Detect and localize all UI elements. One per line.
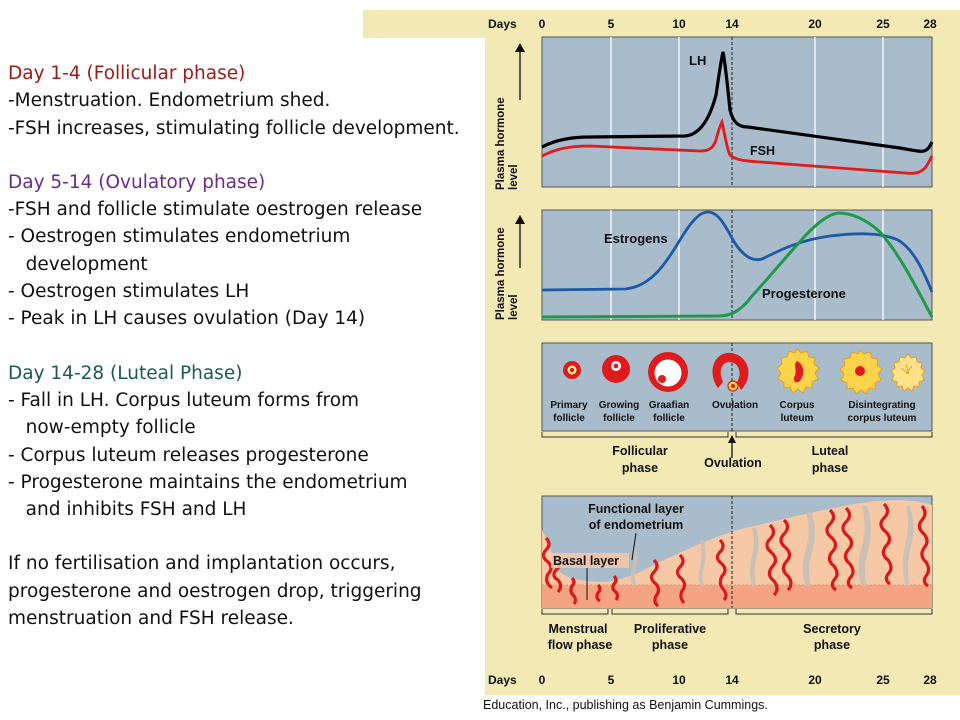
luteal-heading: Day 14-28 (Luteal Phase) — [8, 362, 243, 384]
day-tick: 20 — [808, 17, 822, 31]
luteal-line: and inhibits FSH and LH — [8, 499, 247, 521]
days-ticks-top: 0 5 10 14 20 25 28 — [539, 17, 937, 31]
day-tick: 10 — [672, 673, 686, 687]
day-tick: 10 — [672, 17, 686, 31]
proliferative-phase-label: Proliferative phase — [634, 622, 706, 652]
stage-label: Primary follicle — [550, 400, 588, 424]
stage-label: Ovulation — [712, 400, 758, 411]
day-tick: 28 — [923, 17, 937, 31]
follicular-phase-label: Follicular phase — [612, 444, 668, 475]
functional-layer-label: Functional layer of endometrium — [588, 502, 684, 532]
days-ticks-bottom: 0 5 10 14 20 25 28 — [539, 673, 937, 687]
luteal-line: - Progesterone maintains the endometrium — [8, 471, 408, 493]
days-axis-label-bottom: Days — [488, 673, 517, 687]
ovulatory-line: development — [8, 253, 148, 275]
day-tick: 5 — [608, 673, 615, 687]
primary-follicle-icon — [563, 361, 581, 379]
basal-layer-label: Basal layer — [553, 554, 619, 568]
lh-label: LH — [689, 53, 706, 68]
day-tick: 25 — [876, 673, 890, 687]
day-tick: 14 — [725, 17, 739, 31]
corpus-luteum-icon — [776, 348, 820, 394]
lh-curve — [541, 51, 934, 153]
spiral-arteries — [541, 502, 931, 608]
luteal-line: - Fall in LH. Corpus luteum forms from — [8, 389, 360, 411]
growing-follicle-icon — [602, 355, 630, 383]
y-axis-label: Plasma hormone level — [495, 94, 520, 190]
ovulatory-line: -FSH and follicle stimulate oestrogen re… — [8, 199, 423, 221]
gonadotropin-panel: LH FSH Plasma hormone level — [495, 36, 934, 190]
day-tick: 0 — [539, 673, 546, 687]
conclusion-line: progesterone and oestrogen drop, trigger… — [8, 580, 422, 602]
menstrual-phase-label: Menstrual flow phase — [548, 622, 613, 652]
disintegrating-corpus-luteum-icon — [839, 349, 926, 395]
luteal-line: now-empty follicle — [8, 417, 196, 439]
uterine-cycle-panel: Functional layer of endometrium Basal lay… — [541, 495, 933, 652]
conclusion-line: menstruation and FSH release. — [8, 608, 294, 630]
slide-text: Day 1-4 (Follicular phase) -Menstruation… — [8, 60, 478, 632]
ovulation-label: Ovulation — [704, 456, 762, 470]
secretory-phase-label: Secretory phase — [803, 622, 861, 652]
follicular-line: -FSH increases, stimulating follicle dev… — [8, 117, 460, 139]
stage-label: Disintegrating corpus luteum — [848, 400, 917, 424]
day-tick: 0 — [539, 17, 546, 31]
figure-credit: Education, Inc., publishing as Benjamin … — [483, 698, 768, 712]
ovulatory-heading: Day 5-14 (Ovulatory phase) — [8, 171, 266, 193]
stage-label: Corpus luteum — [780, 400, 815, 424]
ovulatory-line: - Peak in LH causes ovulation (Day 14) — [8, 308, 366, 330]
ovulatory-line: - Oestrogen stimulates endometrium — [8, 226, 351, 248]
estrogens-curve — [541, 210, 934, 293]
stage-label: Growing follicle — [599, 400, 640, 424]
follicular-heading: Day 1-4 (Follicular phase) — [8, 63, 246, 84]
follicular-line: -Menstruation. Endometrium shed. — [8, 90, 331, 112]
estrogens-label: Estrogens — [604, 231, 668, 246]
day-tick: 5 — [608, 17, 615, 31]
ovarian-cycle-panel: Primary follicle Growing follicle Graafian… — [541, 342, 933, 475]
luteal-phase-label: Luteal phase — [812, 444, 849, 475]
days-axis-label-top: Days — [488, 17, 517, 31]
fsh-curve — [541, 117, 934, 175]
graafian-follicle-icon — [648, 352, 688, 392]
stage-label: Graafian follicle — [649, 400, 690, 424]
fsh-label: FSH — [750, 144, 775, 158]
conclusion-line: If no fertilisation and implantation occ… — [8, 553, 396, 575]
ovulation-icon — [712, 352, 749, 392]
progesterone-curve — [541, 211, 934, 319]
day-tick: 25 — [876, 17, 890, 31]
ovarian-hormone-panel: Estrogens Progesterone Plasma hormone le… — [495, 209, 934, 321]
endometrial-glands — [630, 506, 914, 586]
progesterone-label: Progesterone — [762, 286, 846, 301]
ovulatory-line: - Oestrogen stimulates LH — [8, 281, 250, 303]
y-axis-label: Plasma hormone level — [495, 224, 520, 320]
luteal-line: - Corpus luteum releases progesterone — [8, 444, 369, 466]
day-tick: 28 — [923, 673, 937, 687]
day-tick: 14 — [725, 673, 739, 687]
day-tick: 20 — [808, 673, 822, 687]
